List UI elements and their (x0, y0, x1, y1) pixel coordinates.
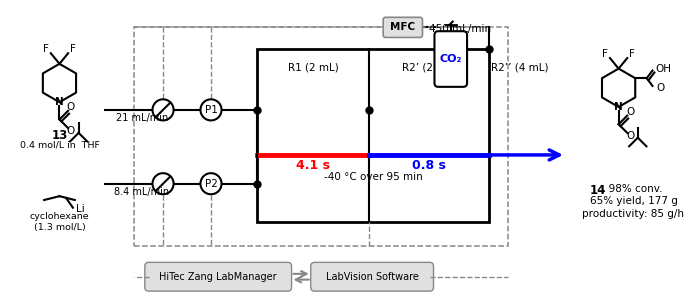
Text: cyclohexane: cyclohexane (29, 212, 90, 221)
Text: P2: P2 (204, 179, 218, 189)
Text: , 98% conv.: , 98% conv. (602, 184, 663, 194)
Text: productivity: 85 g/h: productivity: 85 g/h (582, 209, 684, 219)
Text: OH: OH (655, 64, 671, 74)
Text: CO₂: CO₂ (440, 54, 462, 64)
FancyBboxPatch shape (145, 262, 292, 291)
Text: 0.4 mol/L in  THF: 0.4 mol/L in THF (20, 141, 99, 150)
Text: N: N (614, 102, 623, 112)
Text: LabVision Software: LabVision Software (326, 272, 419, 282)
Text: R2’ (2 mL): R2’ (2 mL) (402, 63, 456, 73)
Text: O: O (626, 107, 634, 117)
Text: (1.3 mol/L): (1.3 mol/L) (34, 223, 85, 232)
Text: O: O (66, 102, 75, 112)
FancyBboxPatch shape (311, 262, 433, 291)
Text: MFC: MFC (391, 22, 415, 32)
Text: 13: 13 (51, 129, 68, 142)
Text: 21 mL/min: 21 mL/min (116, 113, 168, 123)
Text: O: O (657, 83, 664, 93)
Circle shape (200, 173, 221, 194)
Text: F: F (629, 49, 635, 59)
Text: 8.4 mL/min: 8.4 mL/min (114, 187, 169, 196)
Circle shape (153, 173, 174, 194)
FancyBboxPatch shape (435, 31, 467, 87)
Text: F: F (602, 49, 608, 59)
Text: 450 mL/min: 450 mL/min (429, 24, 491, 34)
Circle shape (153, 99, 174, 120)
Text: R2’’ (4 mL): R2’’ (4 mL) (491, 63, 549, 73)
Text: O: O (66, 126, 75, 136)
Text: -40 °C over 95 min: -40 °C over 95 min (323, 172, 423, 182)
Text: P1: P1 (204, 105, 218, 115)
Text: Li: Li (76, 204, 85, 214)
Text: R1 (2 mL): R1 (2 mL) (288, 63, 339, 73)
Text: 65% yield, 177 g: 65% yield, 177 g (590, 196, 678, 206)
Text: 4.1 s: 4.1 s (296, 159, 330, 172)
Circle shape (200, 99, 221, 120)
Text: F: F (70, 45, 76, 54)
Bar (134, 27, 508, 246)
Text: HiTec Zang LabManager: HiTec Zang LabManager (160, 272, 277, 282)
FancyBboxPatch shape (383, 17, 423, 37)
Text: O: O (626, 131, 634, 141)
Text: 14: 14 (590, 184, 606, 197)
Text: 0.8 s: 0.8 s (412, 159, 446, 172)
Bar (257, 49, 489, 222)
Text: F: F (43, 45, 49, 54)
Text: N: N (55, 97, 64, 107)
